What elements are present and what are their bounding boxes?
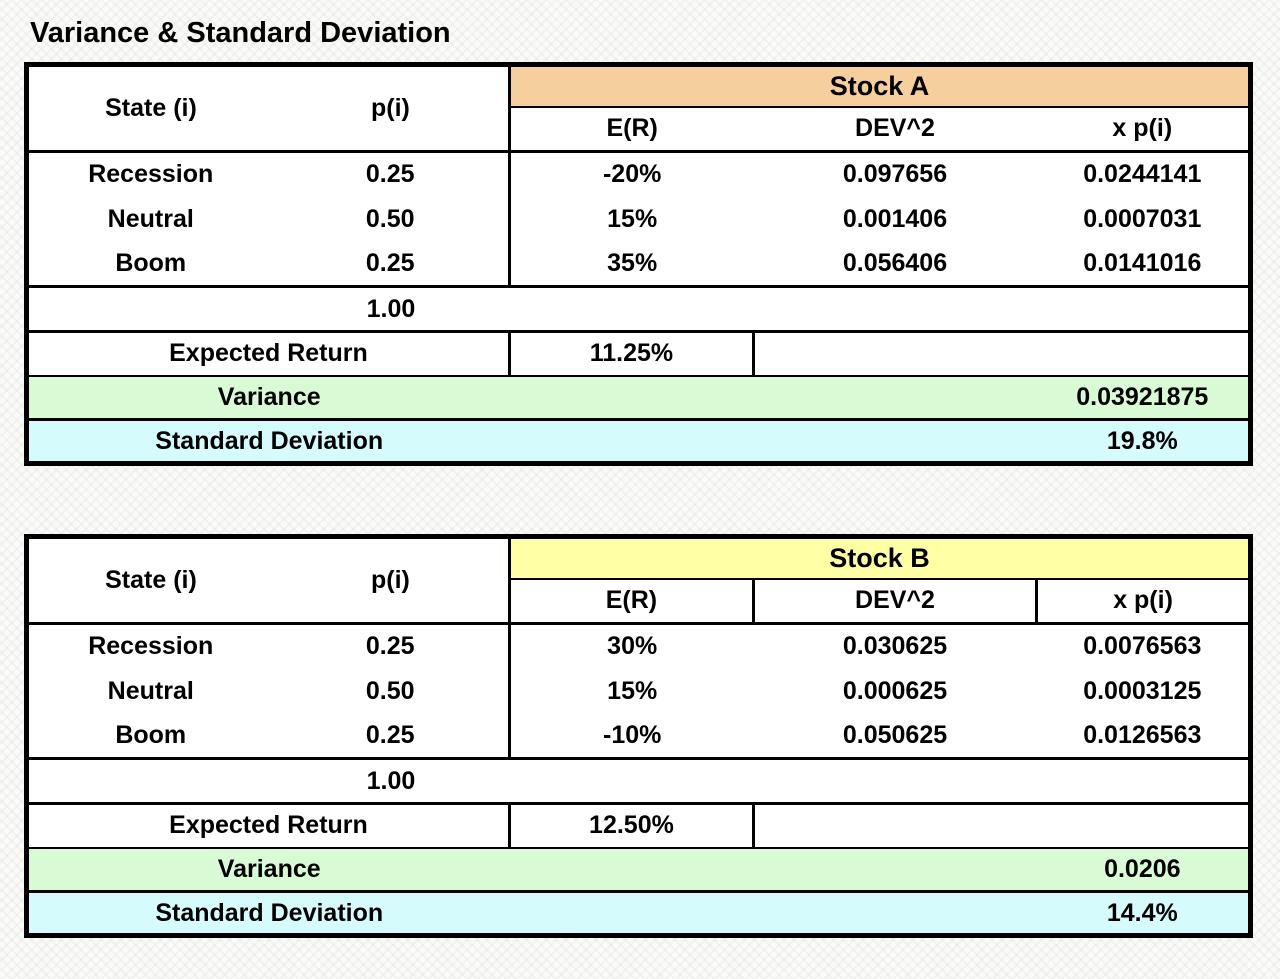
cell-er: 15% (607, 676, 658, 705)
cell-empty (753, 802, 1251, 848)
cell-state: Recession (88, 632, 214, 661)
cell-p: 0.25 (272, 151, 511, 197)
cell-xp: 0.0007031 (1083, 204, 1202, 233)
stock-a-subheader-row: E(R) DEV^2 x p(i) (27, 106, 1251, 153)
expected-return-row: Expected Return 12.50% (26, 802, 1251, 848)
expected-return-row: Expected Return 11.25% (26, 330, 1251, 376)
cell-p: 0.50 (272, 668, 511, 714)
cell-empty (26, 757, 273, 804)
col-header-er: E(R) (507, 578, 754, 625)
cell-empty (509, 890, 1037, 936)
stock-b-table: State (i) p(i) Stock B E(R) DEV^2 x p(i)… (24, 534, 1253, 938)
probability-total-row: 1.00 (26, 757, 1251, 804)
expected-return-value: 11.25% (507, 330, 755, 376)
cell-empty (509, 757, 1251, 804)
cell-state: Neutral (107, 676, 194, 705)
probability-total-row: 1.00 (26, 285, 1251, 332)
cell-p-total: 1.00 (272, 285, 510, 332)
table-row-neutral: Neutral 0.50 15% 0.001406 0.0007031 (27, 196, 1251, 242)
col-header-p: p(i) (371, 94, 410, 122)
variance-row: Variance 0.0206 (26, 846, 1251, 892)
std-deviation-label: Standard Deviation (26, 418, 510, 464)
col-header-p: p(i) (371, 566, 410, 594)
cell-dev2: 0.030625 (842, 632, 948, 661)
expected-return-value: 12.50% (507, 802, 755, 848)
table-row-recession: Recession 0.25 30% 0.030625 0.0076563 (27, 623, 1251, 669)
cell-empty (509, 418, 1037, 464)
stock-a-table: State (i) p(i) Stock A E(R) DEV^2 x p(i)… (24, 62, 1253, 466)
cell-empty (753, 330, 1251, 376)
cell-dev2: 0.001406 (842, 204, 948, 233)
expected-return-label: Expected Return (26, 802, 510, 848)
cell-state: Neutral (107, 204, 194, 233)
variance-value: 0.03921875 (1036, 374, 1251, 420)
table-row-boom: Boom 0.25 35% 0.056406 0.0141016 (27, 241, 1251, 287)
cell-xp: 0.0076563 (1083, 632, 1202, 661)
col-header-state: State (i) (105, 94, 197, 122)
cell-er: 35% (607, 248, 658, 277)
cell-xp: 0.0126563 (1083, 720, 1202, 749)
cell-p: 0.25 (272, 623, 511, 669)
variance-label: Variance (26, 846, 510, 892)
cell-state: Boom (115, 720, 187, 749)
cell-dev2: 0.050625 (842, 720, 948, 749)
col-header-state: State (i) (105, 566, 197, 594)
cell-state: Boom (115, 248, 187, 277)
stock-a-title-cell: Stock A (507, 64, 1251, 108)
col-header-er: E(R) (507, 106, 754, 153)
table-row-recession: Recession 0.25 -20% 0.097656 0.0244141 (27, 151, 1251, 197)
cell-er: 15% (607, 204, 658, 233)
cell-xp: 0.0003125 (1083, 676, 1202, 705)
cell-p: 0.50 (272, 196, 511, 242)
variance-value: 0.0206 (1036, 846, 1251, 892)
std-deviation-value: 19.8% (1036, 418, 1251, 464)
cell-empty (509, 846, 1037, 892)
variance-label: Variance (26, 374, 510, 420)
stock-a-header-row: State (i) p(i) Stock A (26, 64, 1251, 153)
cell-state: Recession (88, 160, 214, 189)
std-deviation-row: Standard Deviation 14.4% (26, 890, 1251, 936)
page-title: Variance & Standard Deviation (30, 17, 451, 49)
cell-xp: 0.0244141 (1083, 160, 1202, 189)
table-row-boom: Boom 0.25 -10% 0.050625 0.0126563 (27, 713, 1251, 759)
variance-row: Variance 0.03921875 (26, 374, 1251, 420)
cell-empty (509, 374, 1037, 420)
cell-er: -10% (603, 720, 662, 749)
stock-b-title-cell: Stock B (507, 536, 1251, 580)
state-p-header-cell: State (i) p(i) (26, 64, 511, 153)
expected-return-label: Expected Return (26, 330, 510, 376)
cell-er: 30% (607, 632, 658, 661)
cell-empty (26, 285, 273, 332)
std-deviation-label: Standard Deviation (26, 890, 510, 936)
cell-xp: 0.0141016 (1083, 248, 1202, 277)
col-header-dev2: DEV^2 (753, 106, 1037, 153)
cell-p-total: 1.00 (272, 757, 510, 804)
cell-er: -20% (602, 160, 662, 189)
cell-dev2: 0.000625 (842, 676, 948, 705)
table-row-neutral: Neutral 0.50 15% 0.000625 0.0003125 (27, 668, 1251, 714)
stock-b-header-row: State (i) p(i) Stock B (26, 536, 1251, 625)
cell-dev2: 0.056406 (842, 248, 948, 277)
col-header-xp: x p(i) (1035, 578, 1251, 625)
cell-p: 0.25 (272, 241, 511, 287)
std-deviation-row: Standard Deviation 19.8% (26, 418, 1251, 464)
col-header-dev2: DEV^2 (751, 578, 1037, 625)
col-header-xp: x p(i) (1036, 106, 1251, 153)
cell-dev2: 0.097656 (842, 160, 948, 189)
state-p-header-cell: State (i) p(i) (26, 536, 511, 625)
stock-b-subheader-row: E(R) DEV^2 x p(i) (27, 578, 1251, 625)
std-deviation-value: 14.4% (1036, 890, 1251, 936)
cell-empty (509, 285, 1251, 332)
cell-p: 0.25 (272, 713, 511, 759)
